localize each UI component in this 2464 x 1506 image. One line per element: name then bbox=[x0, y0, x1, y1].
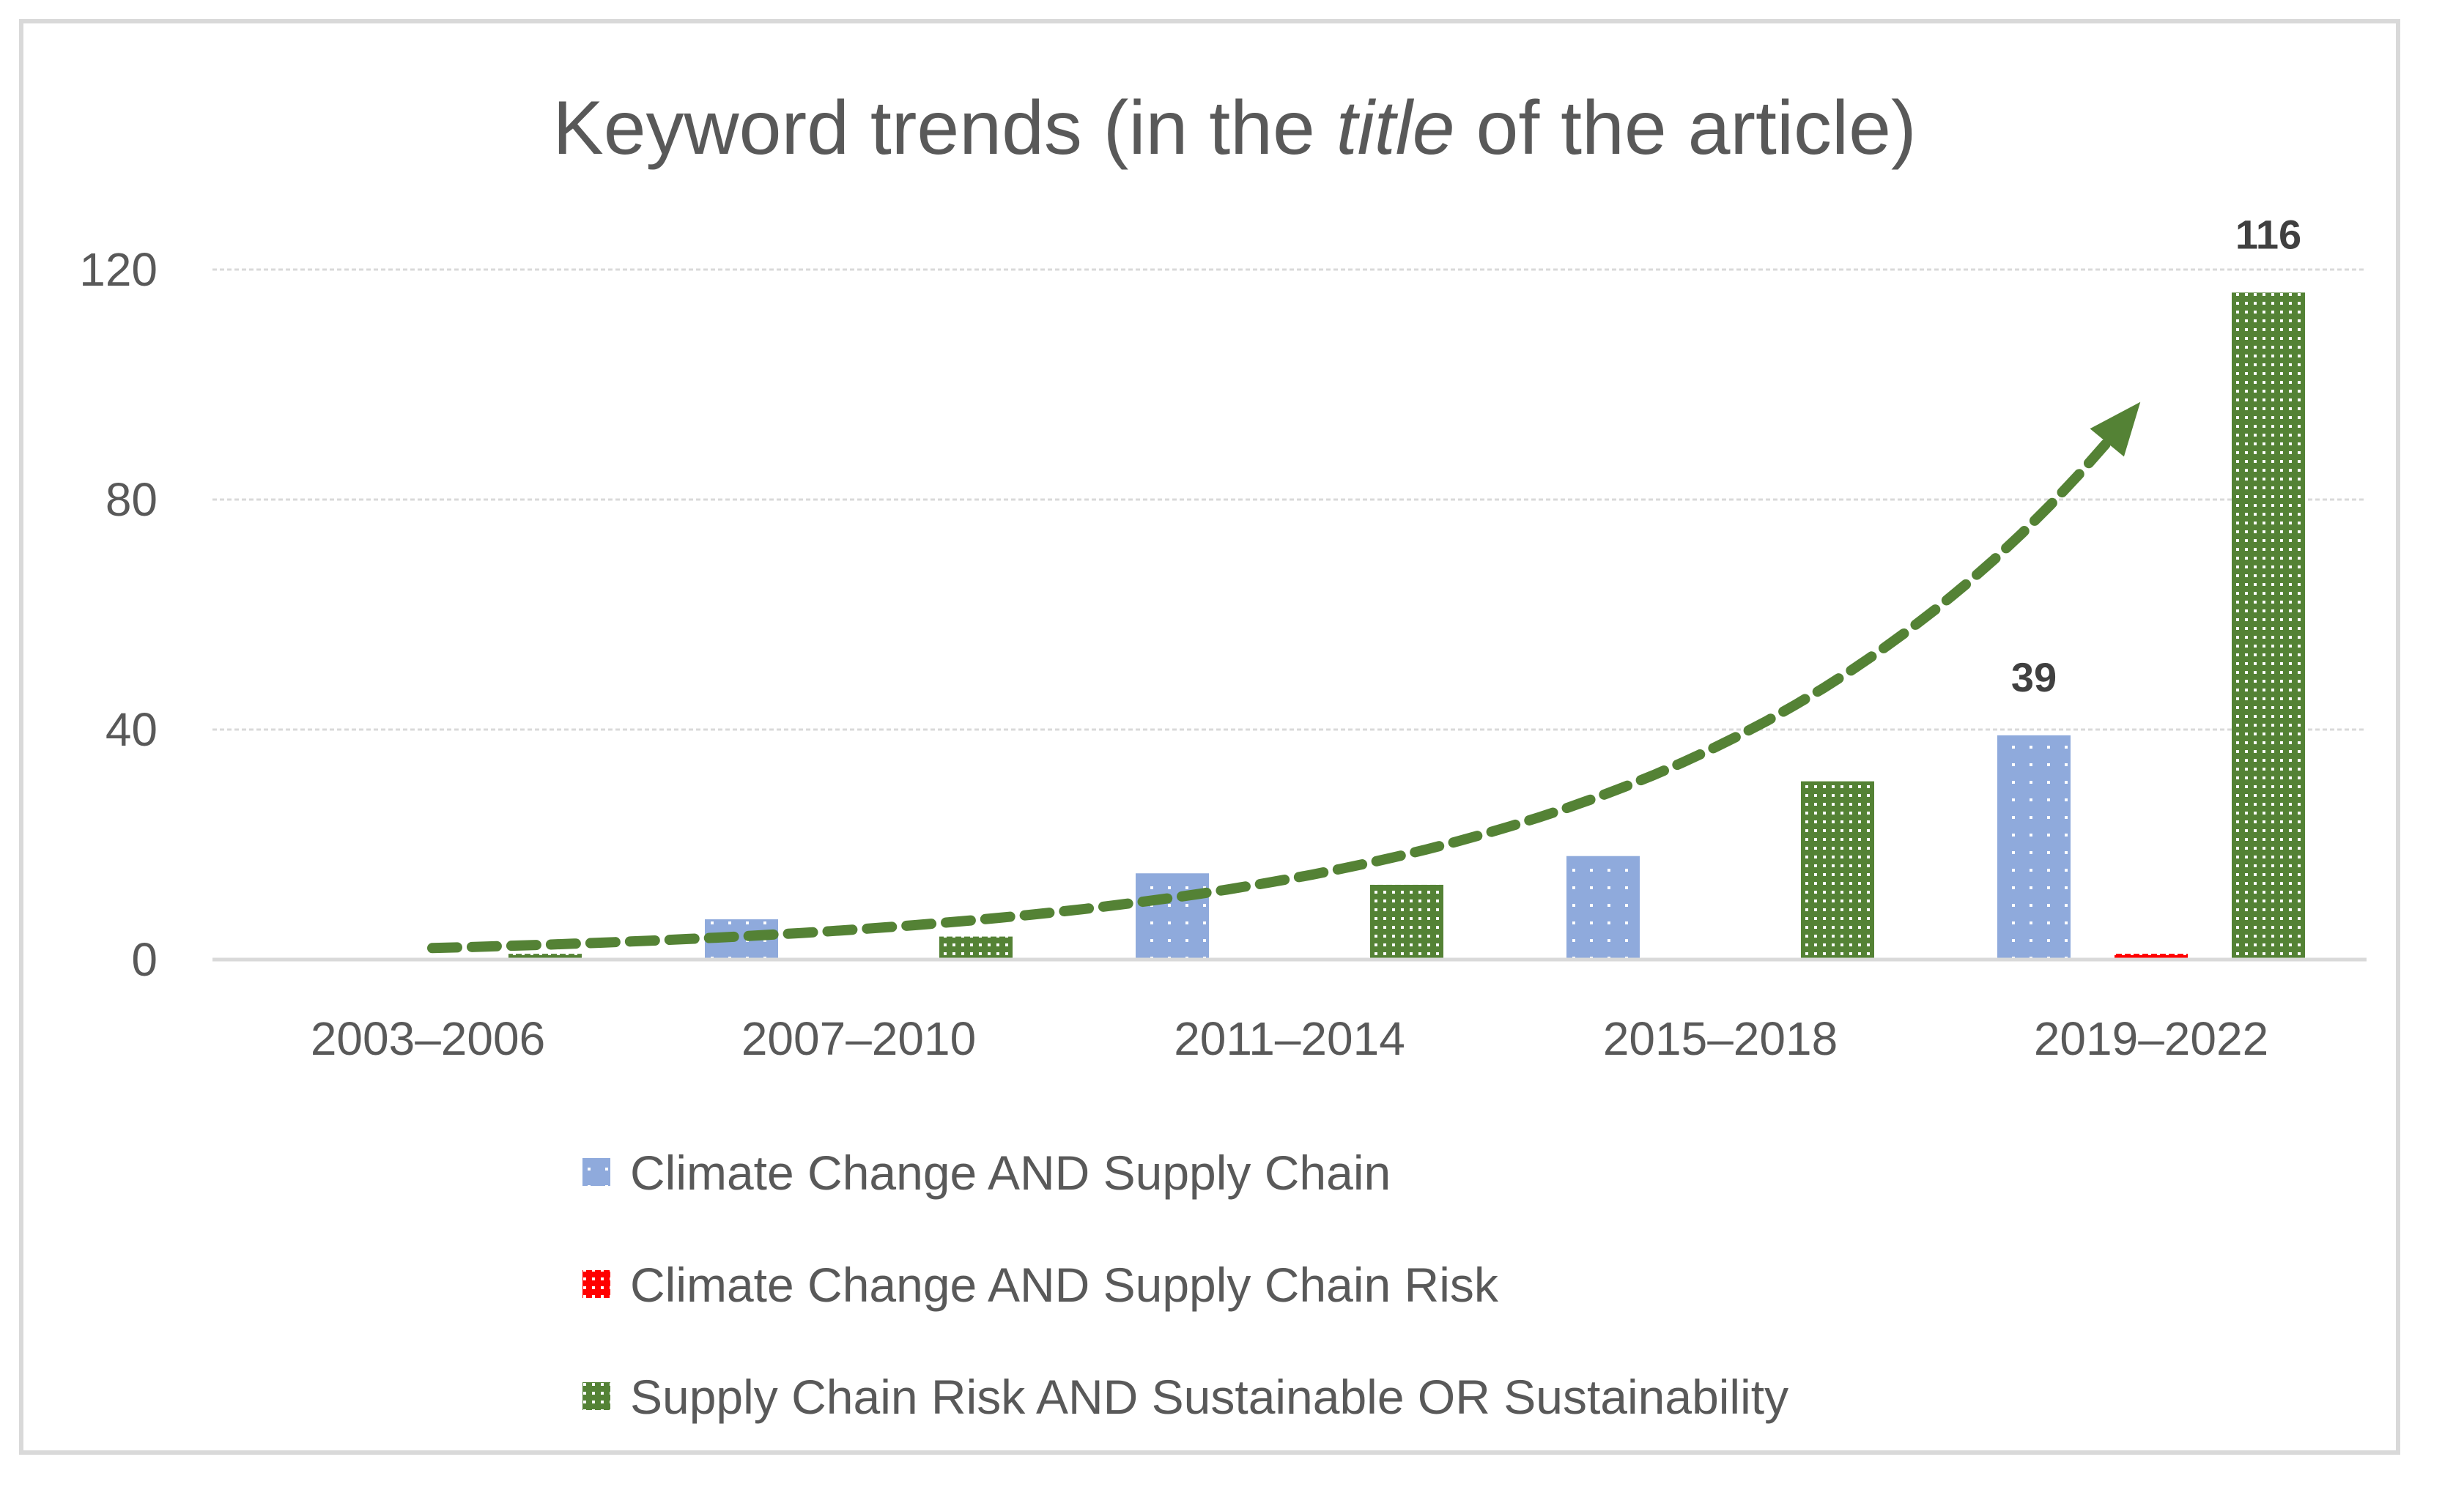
y-tick-label-80: 80 bbox=[106, 473, 158, 526]
y-tick-label-120: 120 bbox=[79, 243, 158, 296]
y-tick-label-40: 40 bbox=[106, 703, 158, 756]
bar-climate-change-and-supply-chain-2011-2014 bbox=[1136, 873, 1209, 960]
legend-label-climate-change-and-supply-chain: Climate Change AND Supply Chain bbox=[630, 1146, 1391, 1200]
trend-arrow bbox=[427, 401, 2141, 954]
legend-swatch-climate-change-and-supply-chain bbox=[582, 1158, 610, 1186]
legend-label-climate-change-and-supply-chain-risk: Climate Change AND Supply Chain Risk bbox=[630, 1258, 1499, 1312]
y-tick-label-0: 0 bbox=[131, 933, 158, 986]
data-label-39: 39 bbox=[2011, 654, 2057, 700]
trend-arrow-line bbox=[427, 402, 2141, 954]
legend-swatch-climate-change-and-supply-chain-risk bbox=[582, 1270, 610, 1298]
x-tick-label-2019-2022: 2019–2022 bbox=[2034, 1012, 2268, 1065]
bar-supply-chain-risk-and-sustainable-or-sustainability-2007-2010 bbox=[939, 936, 1013, 960]
legend-label-supply-chain-risk-and-sustainable-or-sustainability: Supply Chain Risk AND Sustainable OR Sus… bbox=[630, 1370, 1788, 1424]
bar-supply-chain-risk-and-sustainable-or-sustainability-2015-2018 bbox=[1801, 781, 1874, 960]
y-axis-ticks: 0 40 80 120 bbox=[79, 243, 158, 986]
bar-climate-change-and-supply-chain-2019-2022 bbox=[1997, 735, 2071, 960]
bar-climate-change-and-supply-chain-risk-2019-2022 bbox=[2115, 954, 2188, 960]
bars bbox=[508, 292, 2305, 960]
x-tick-label-2007-2010: 2007–2010 bbox=[741, 1012, 976, 1065]
bar-supply-chain-risk-and-sustainable-or-sustainability-2019-2022 bbox=[2232, 292, 2305, 960]
trend-arrow-head bbox=[2090, 401, 2141, 457]
bar-supply-chain-risk-and-sustainable-or-sustainability-2003-2006 bbox=[508, 954, 582, 960]
bar-climate-change-and-supply-chain-2015-2018 bbox=[1566, 856, 1640, 960]
x-axis-ticks: 2003–2006 2007–2010 2011–2014 2015–2018 2019… bbox=[311, 1012, 2268, 1065]
legend-swatch-supply-chain-risk-and-sustainable-or-sustainability bbox=[582, 1382, 610, 1410]
x-tick-label-2003-2006: 2003–2006 bbox=[311, 1012, 545, 1065]
gridlines bbox=[212, 268, 2367, 731]
bar-supply-chain-risk-and-sustainable-or-sustainability-2011-2014 bbox=[1370, 884, 1443, 960]
chart-title: Keyword trends (in the title of the arti… bbox=[552, 86, 1916, 171]
x-tick-label-2015-2018: 2015–2018 bbox=[1603, 1012, 1838, 1065]
data-labels: 39 116 bbox=[2011, 211, 2301, 700]
data-label-116: 116 bbox=[2235, 211, 2301, 257]
legend: Climate Change AND Supply Chain Climate C… bbox=[582, 1146, 1788, 1424]
x-tick-label-2011-2014: 2011–2014 bbox=[1174, 1012, 1405, 1065]
